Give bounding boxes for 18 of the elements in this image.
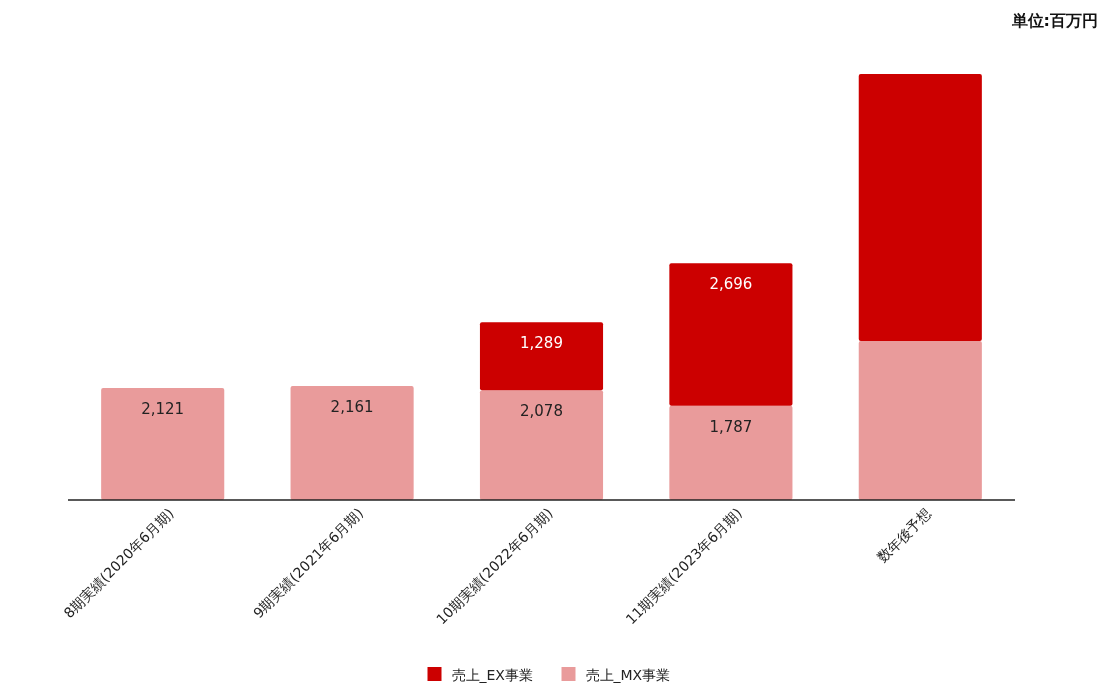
data-label: 1,289 bbox=[520, 334, 563, 353]
text: 単位:百万円 bbox=[1010, 11, 1098, 30]
bar bbox=[479, 390, 604, 500]
legend-label: 売上_EX事業 bbox=[451, 667, 533, 683]
legend-label: 売上_MX事業 bbox=[585, 667, 671, 683]
data-label: 2,078 bbox=[520, 402, 563, 421]
bar bbox=[669, 263, 793, 406]
bar bbox=[101, 388, 225, 500]
bar bbox=[290, 385, 414, 500]
bar bbox=[479, 322, 604, 391]
data-label: 2,161 bbox=[330, 397, 374, 416]
data-label: 2,121 bbox=[141, 400, 185, 419]
bar bbox=[669, 405, 793, 500]
data-label: 1,787 bbox=[709, 417, 753, 436]
data-label: 2,696 bbox=[709, 275, 753, 294]
bar bbox=[858, 341, 982, 500]
x-tick-label: 数年後予想 bbox=[873, 504, 935, 566]
bar bbox=[858, 74, 982, 342]
